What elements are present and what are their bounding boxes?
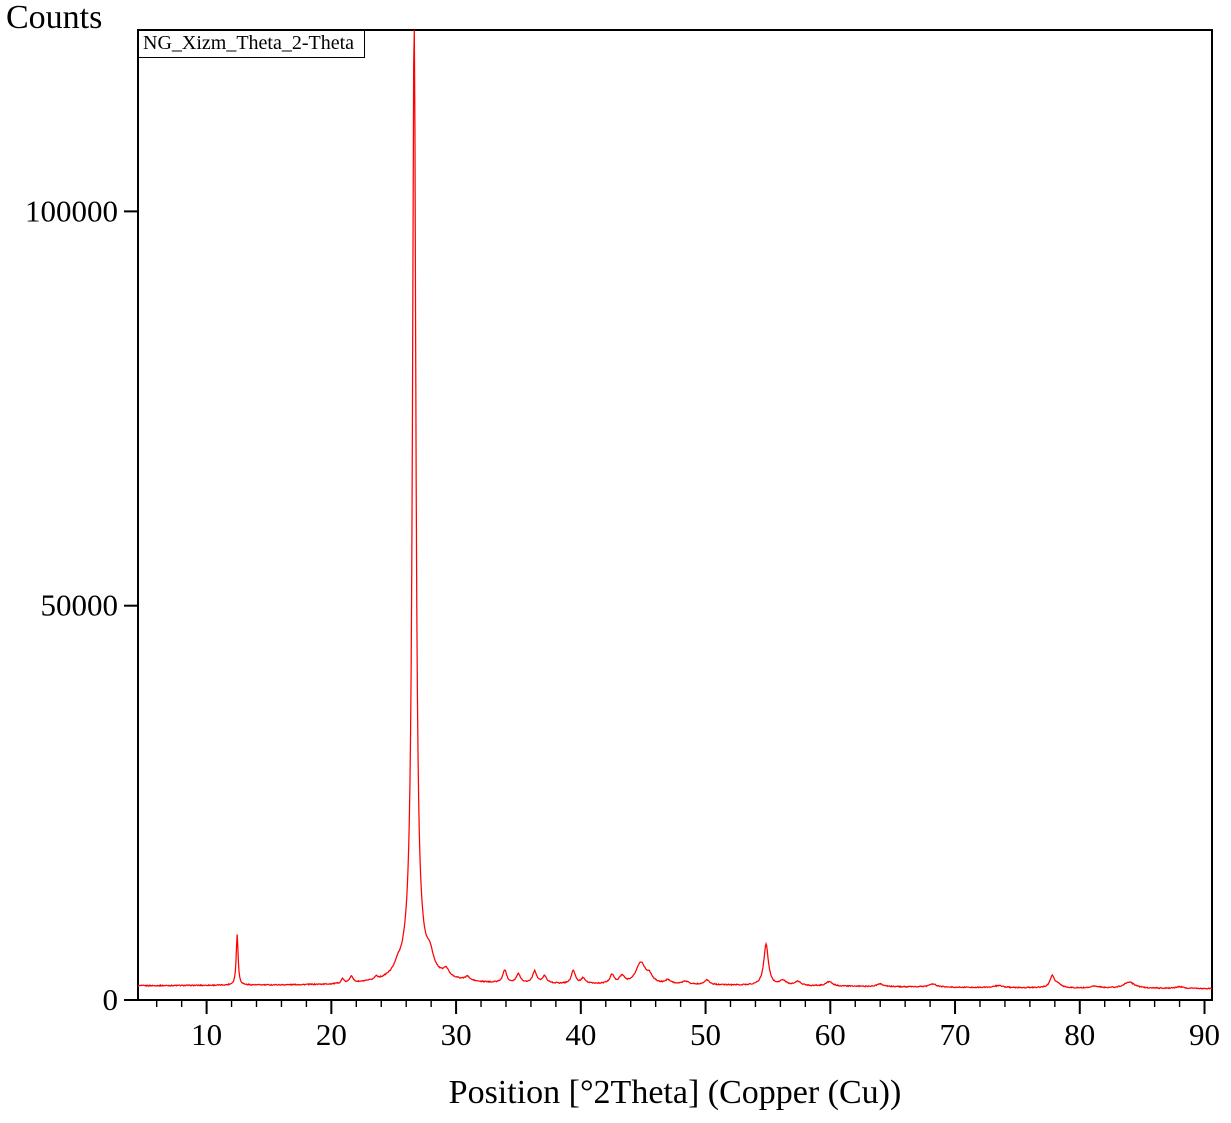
plot-border xyxy=(137,29,1213,1001)
x-tick-label: 60 xyxy=(815,1017,846,1052)
x-tick-label: 80 xyxy=(1064,1017,1095,1052)
x-tick-label: 50 xyxy=(690,1017,721,1052)
y-axis-title: Counts xyxy=(6,0,103,36)
x-tick-label: 90 xyxy=(1189,1017,1220,1052)
x-axis-title: Position [°2Theta] (Copper (Cu)) xyxy=(448,1074,902,1111)
y-tick-label: 100000 xyxy=(25,193,118,228)
x-tick-label: 40 xyxy=(565,1017,596,1052)
xrd-trace xyxy=(138,30,1212,990)
x-tick-label: 10 xyxy=(191,1017,222,1052)
y-tick-label: 50000 xyxy=(41,588,119,623)
x-tick-label: 70 xyxy=(940,1017,971,1052)
x-tick-label: 30 xyxy=(441,1017,472,1052)
y-tick-label: 0 xyxy=(103,982,119,1017)
scan-label: NG_Xizm_Theta_2-Theta xyxy=(139,31,366,58)
x-tick-label: 20 xyxy=(316,1017,347,1052)
